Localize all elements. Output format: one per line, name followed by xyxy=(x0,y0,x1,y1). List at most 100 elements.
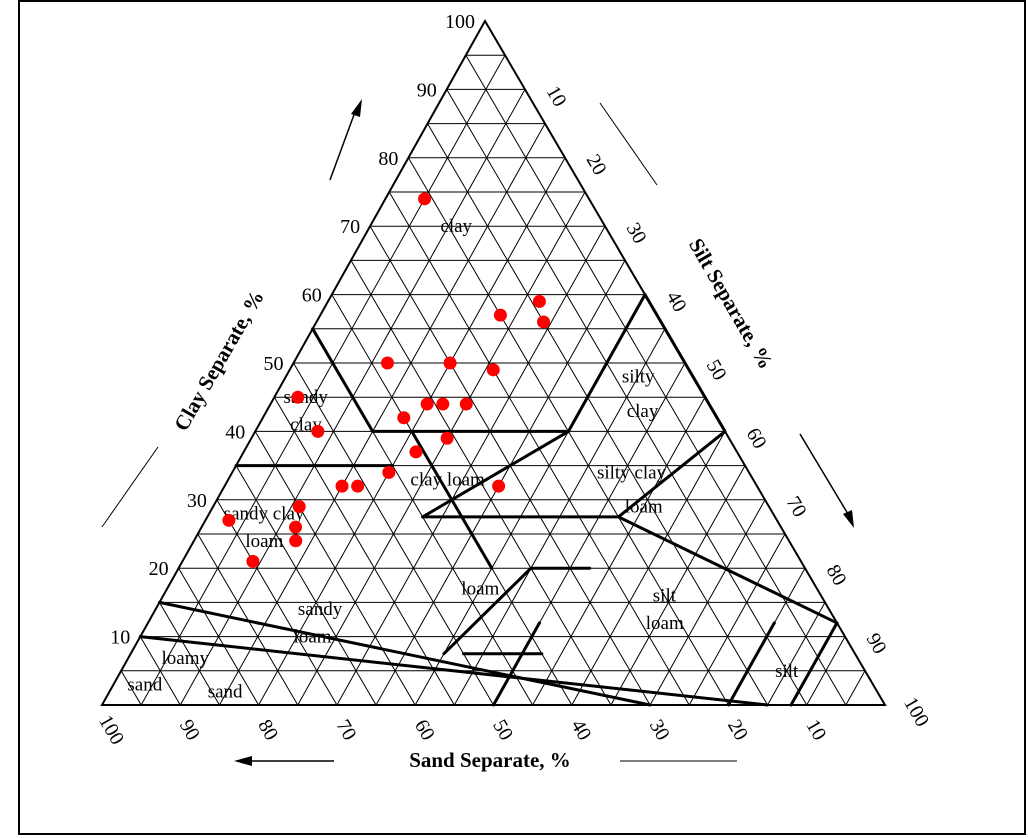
clay-tick-label: 20 xyxy=(149,558,169,580)
clay-axis-title: Clay Separate, % xyxy=(169,286,269,435)
sand-tick-label: 30 xyxy=(645,716,674,744)
silt-direction-arrow xyxy=(799,433,854,528)
silt-tick-label: 10 xyxy=(542,82,571,110)
clay-tick-label: 100 xyxy=(445,11,475,33)
grid-line-sand xyxy=(273,396,455,706)
zone-label-loam: loam xyxy=(461,579,499,600)
sample-point xyxy=(440,431,454,445)
sample-point xyxy=(443,356,457,370)
silt-tick-label: 20 xyxy=(582,151,611,179)
grid-line-silt xyxy=(297,191,586,706)
grid-line-silt xyxy=(688,533,786,706)
grid-line-sand xyxy=(465,54,847,706)
clay-tick-label: 70 xyxy=(340,216,360,238)
class-boundary-line xyxy=(566,293,647,433)
class-boundary-line xyxy=(421,429,570,519)
grid-line-sand xyxy=(139,636,181,706)
sand-tick-label: 10 xyxy=(801,716,830,744)
zone-label-sandy-loam: loam xyxy=(294,627,332,648)
zone-label-sandy-clay-loam: sandy clay xyxy=(224,503,305,524)
class-boundary-line xyxy=(311,327,375,433)
sample-point xyxy=(418,192,432,206)
sample-point xyxy=(532,294,546,308)
silt-tick-label: 60 xyxy=(742,424,771,452)
sample-point xyxy=(335,479,349,493)
zone-label-loamy-sand: loamy xyxy=(162,648,210,669)
sample-point xyxy=(289,520,303,534)
grid-line-sand xyxy=(158,601,220,706)
zone-label-sandy-loam: sandy xyxy=(298,599,343,620)
sand-axis-title: Sand Separate, % xyxy=(409,748,571,772)
zone-label-silt: silt xyxy=(775,661,799,682)
grid-line-sand xyxy=(178,567,260,706)
zone-label-clay: clay xyxy=(440,216,472,237)
sample-points xyxy=(222,192,551,568)
clay-tick-label: 60 xyxy=(302,285,322,307)
zone-label-sandy-clay-loam: loam xyxy=(245,531,283,552)
zone-label-silty-clay: clay xyxy=(627,401,659,422)
zone-label-silt-loam: loam xyxy=(646,613,684,634)
grid-line-sand xyxy=(427,123,769,706)
sample-point xyxy=(409,445,423,459)
sample-point xyxy=(292,500,306,514)
triangle-border xyxy=(100,18,887,706)
clay-axis-rule xyxy=(101,446,159,528)
sample-point xyxy=(492,479,506,493)
silt-axis-title: Silt Separate, % xyxy=(684,234,778,373)
class-boundary-line xyxy=(616,429,727,519)
sample-point xyxy=(493,308,507,322)
grid-line-silt xyxy=(140,54,506,706)
grid-line-sand xyxy=(235,465,377,706)
sample-point xyxy=(380,356,394,370)
silt-tick-label: 100 xyxy=(899,694,933,731)
sample-point xyxy=(382,465,396,479)
class-boundary-line xyxy=(410,429,494,570)
grid-lines xyxy=(120,54,866,706)
triangle-outline xyxy=(100,18,887,706)
silt-tick-label: 80 xyxy=(822,561,851,589)
grid-line-sand xyxy=(446,88,808,706)
sample-point xyxy=(397,411,411,425)
sample-point xyxy=(436,397,450,411)
grid-line-sand xyxy=(293,362,494,706)
sample-point xyxy=(486,363,500,377)
clay-tick-label: 80 xyxy=(378,148,398,170)
clay-tick-label: 40 xyxy=(225,421,245,443)
sand-tick-label: 80 xyxy=(253,716,282,744)
zone-label-sand: sand xyxy=(127,674,162,695)
zone-label-silty-clay: silty xyxy=(622,367,655,388)
clay-tick-label: 30 xyxy=(187,490,207,512)
grid-line-silt xyxy=(610,465,746,706)
class-boundary-line xyxy=(442,566,533,656)
sand-tick-label: 90 xyxy=(175,716,204,744)
grid-line-sand xyxy=(120,670,142,706)
class-boundary-line xyxy=(157,600,652,707)
clay-tick-label: 90 xyxy=(417,79,437,101)
class-boundary-line xyxy=(789,621,839,707)
clay-tick-label: 10 xyxy=(110,627,130,649)
silt-axis-rule xyxy=(599,102,658,186)
class-boundary-line xyxy=(492,621,541,707)
sand-tick-label: 20 xyxy=(723,716,752,744)
zone-label-loamy-sand: sand xyxy=(208,681,243,702)
sand-tick-label: 70 xyxy=(332,716,361,744)
sample-point xyxy=(289,534,303,548)
silt-tick-label: 30 xyxy=(622,219,651,247)
silt-tick-label: 90 xyxy=(862,629,891,657)
grid-line-sand xyxy=(254,430,416,706)
class-boundary-line xyxy=(616,515,839,625)
grid-line-silt xyxy=(845,670,866,706)
sample-point xyxy=(311,424,325,438)
sand-tick-label: 60 xyxy=(410,716,439,744)
clay-direction-arrow xyxy=(329,99,362,181)
silt-tick-label: 70 xyxy=(782,493,811,521)
sample-point xyxy=(351,479,365,493)
grid-line-silt xyxy=(218,123,546,706)
soil-texture-triangle: 10 20 30 40 50 60 70 80 90 100 10 20 30 40 50 60 70 80 90 1… xyxy=(94,11,933,772)
grid-line-sand xyxy=(216,499,338,706)
sample-point xyxy=(246,554,260,568)
figure-frame: 10 20 30 40 50 60 70 80 90 100 10 20 30 40 50 60 70 80 90 1… xyxy=(18,0,1026,835)
clay-tick-label: 50 xyxy=(264,353,284,375)
sand-tick-label: 50 xyxy=(488,716,517,744)
